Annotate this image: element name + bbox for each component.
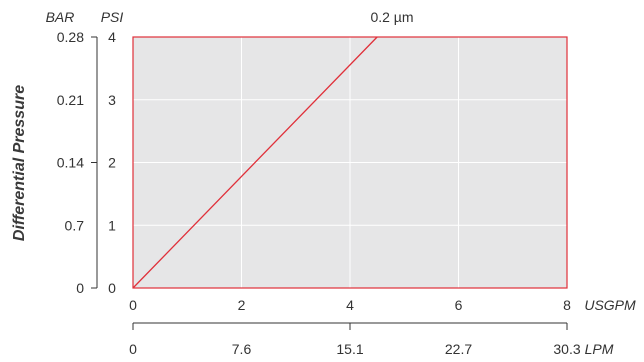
lpm-tick-label: 22.7 bbox=[445, 341, 472, 357]
bar-tick-label: 0.7 bbox=[65, 217, 85, 233]
lpm-tick-label: 15.1 bbox=[336, 341, 363, 357]
lpm-tick-label: 0 bbox=[129, 341, 137, 357]
series-line bbox=[132, 36, 378, 289]
lpm-unit-label: LPM bbox=[585, 341, 614, 357]
bar-tick-label: 0.21 bbox=[57, 92, 84, 108]
psi-tick-label: 0 bbox=[108, 280, 116, 296]
usgpm-tick-label: 0 bbox=[129, 297, 137, 313]
plot-frame bbox=[132, 36, 568, 289]
series-label: 0.2 µm bbox=[370, 9, 413, 25]
lpm-tick-label: 7.6 bbox=[232, 341, 252, 357]
bar-unit-label: BAR bbox=[46, 9, 75, 25]
usgpm-tick-label: 8 bbox=[563, 297, 571, 313]
psi-unit-label: PSI bbox=[101, 9, 124, 25]
usgpm-tick-label: 2 bbox=[238, 297, 246, 313]
usgpm-tick-label: 6 bbox=[455, 297, 463, 313]
psi-tick-label: 3 bbox=[108, 92, 116, 108]
bar-tick-label: 0 bbox=[76, 280, 84, 296]
bar-tick-label: 0.14 bbox=[57, 155, 84, 171]
bar-tick-label: 0.28 bbox=[57, 29, 84, 45]
y-axis-title: Differential Pressure bbox=[11, 85, 28, 241]
lpm-tick-label: 30.3 bbox=[553, 341, 580, 357]
psi-tick-label: 4 bbox=[108, 29, 116, 45]
psi-tick-label: 2 bbox=[108, 155, 116, 171]
usgpm-unit-label: USGPM bbox=[584, 297, 636, 313]
psi-tick-label: 1 bbox=[108, 217, 116, 233]
usgpm-tick-label: 4 bbox=[346, 297, 354, 313]
